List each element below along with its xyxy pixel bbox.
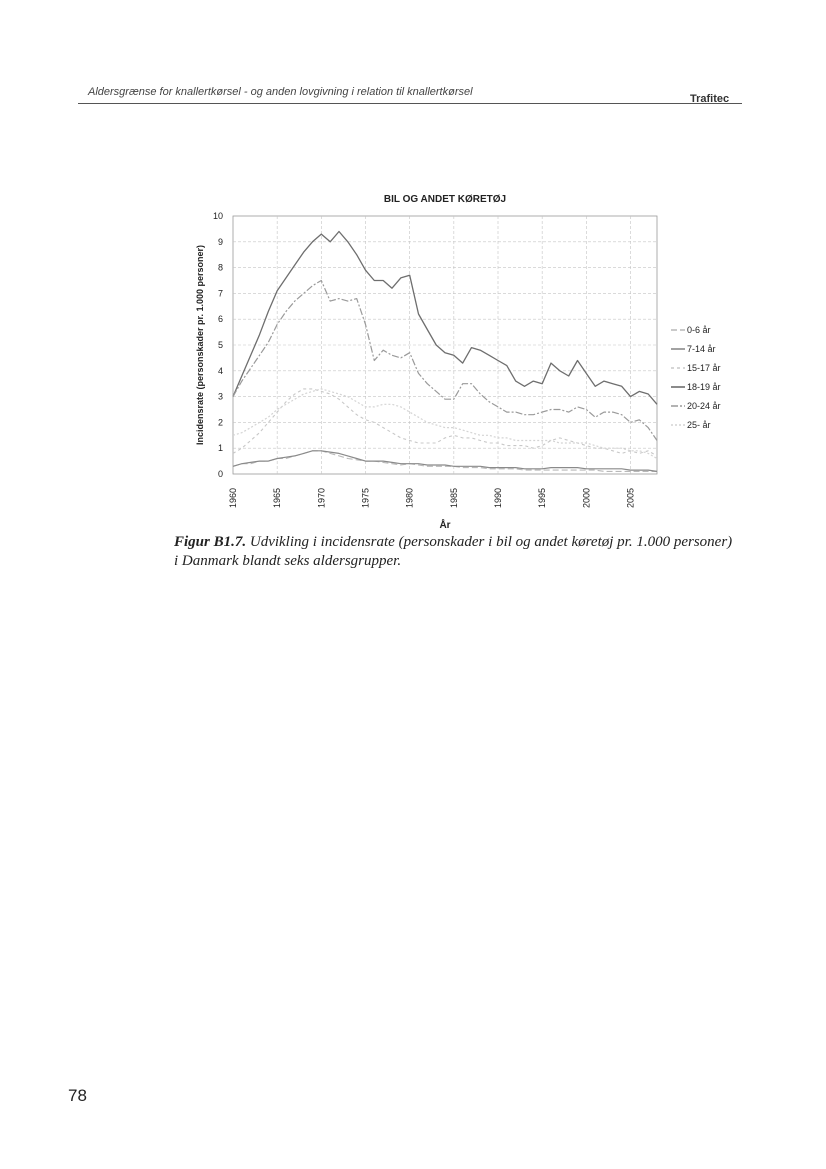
series-line [232,388,658,457]
y-tick-label: 5 [218,340,223,350]
legend-label: 18-19 år [687,382,721,392]
legend-label: 0-6 år [687,325,711,335]
y-tick-label: 4 [218,366,223,376]
caption-label: Figur B1.7. [174,534,247,550]
chart-grid [232,215,658,475]
x-tick-label: 1990 [493,488,503,508]
running-header-brand: Trafitec [690,93,730,105]
y-tick-label: 1 [218,443,223,453]
x-tick-label: 1970 [316,488,326,508]
chart-axes: 0 1 2 3 4 5 6 7 8 9 10 1960 1965 1970 1975 1980 1985 1990… [213,211,636,508]
y-tick-label: 7 [218,288,223,298]
legend-label: 25- år [687,420,711,430]
figure-caption: Figur B1.7. Udvikling i incidensrate (pe… [174,533,734,571]
series-line [232,230,658,405]
x-tick-label: 1980 [405,488,415,508]
series-line [232,279,658,441]
x-tick-label: 2000 [581,488,591,508]
y-tick-label: 8 [218,263,223,273]
y-tick-label: 3 [218,392,223,402]
legend-label: 15-17 år [687,363,721,373]
series-line [232,450,658,472]
x-tick-label: 1960 [228,488,238,508]
running-header-title: Aldersgrænse for knallertkørsel - og and… [88,86,473,98]
x-tick-label: 1985 [449,488,459,508]
y-tick-label: 6 [218,314,223,324]
y-tick-label: 2 [218,417,223,427]
header-divider [78,103,742,104]
chart-title: BIL OG ANDET KØRETØJ [384,194,506,205]
chart-series [232,230,658,472]
y-tick-label: 0 [218,469,223,479]
chart-legend: 0-6 år 7-14 år 15-17 år 18-19 år 20-24 år 25-… [671,325,721,430]
page-number: 78 [68,1086,87,1105]
y-axis-label: Incidensrate (personskader pr. 1.000 per… [195,245,205,445]
x-tick-label: 1965 [272,488,282,508]
legend-label: 20-24 år [687,401,721,411]
x-tick-label: 1975 [361,488,371,508]
x-tick-label: 1995 [537,488,547,508]
line-chart: 0 1 2 3 4 5 6 7 8 9 10 1960 1965 1970 1975 1980 1985 1990… [195,194,721,531]
x-tick-label: 2005 [626,488,636,508]
y-tick-label: 9 [218,237,223,247]
x-axis-label: År [439,518,450,531]
caption-text: Udvikling i incidensrate (personskader i… [174,534,733,569]
y-tick-label: 10 [213,211,223,221]
series-line [232,388,658,460]
legend-label: 7-14 år [687,344,716,354]
